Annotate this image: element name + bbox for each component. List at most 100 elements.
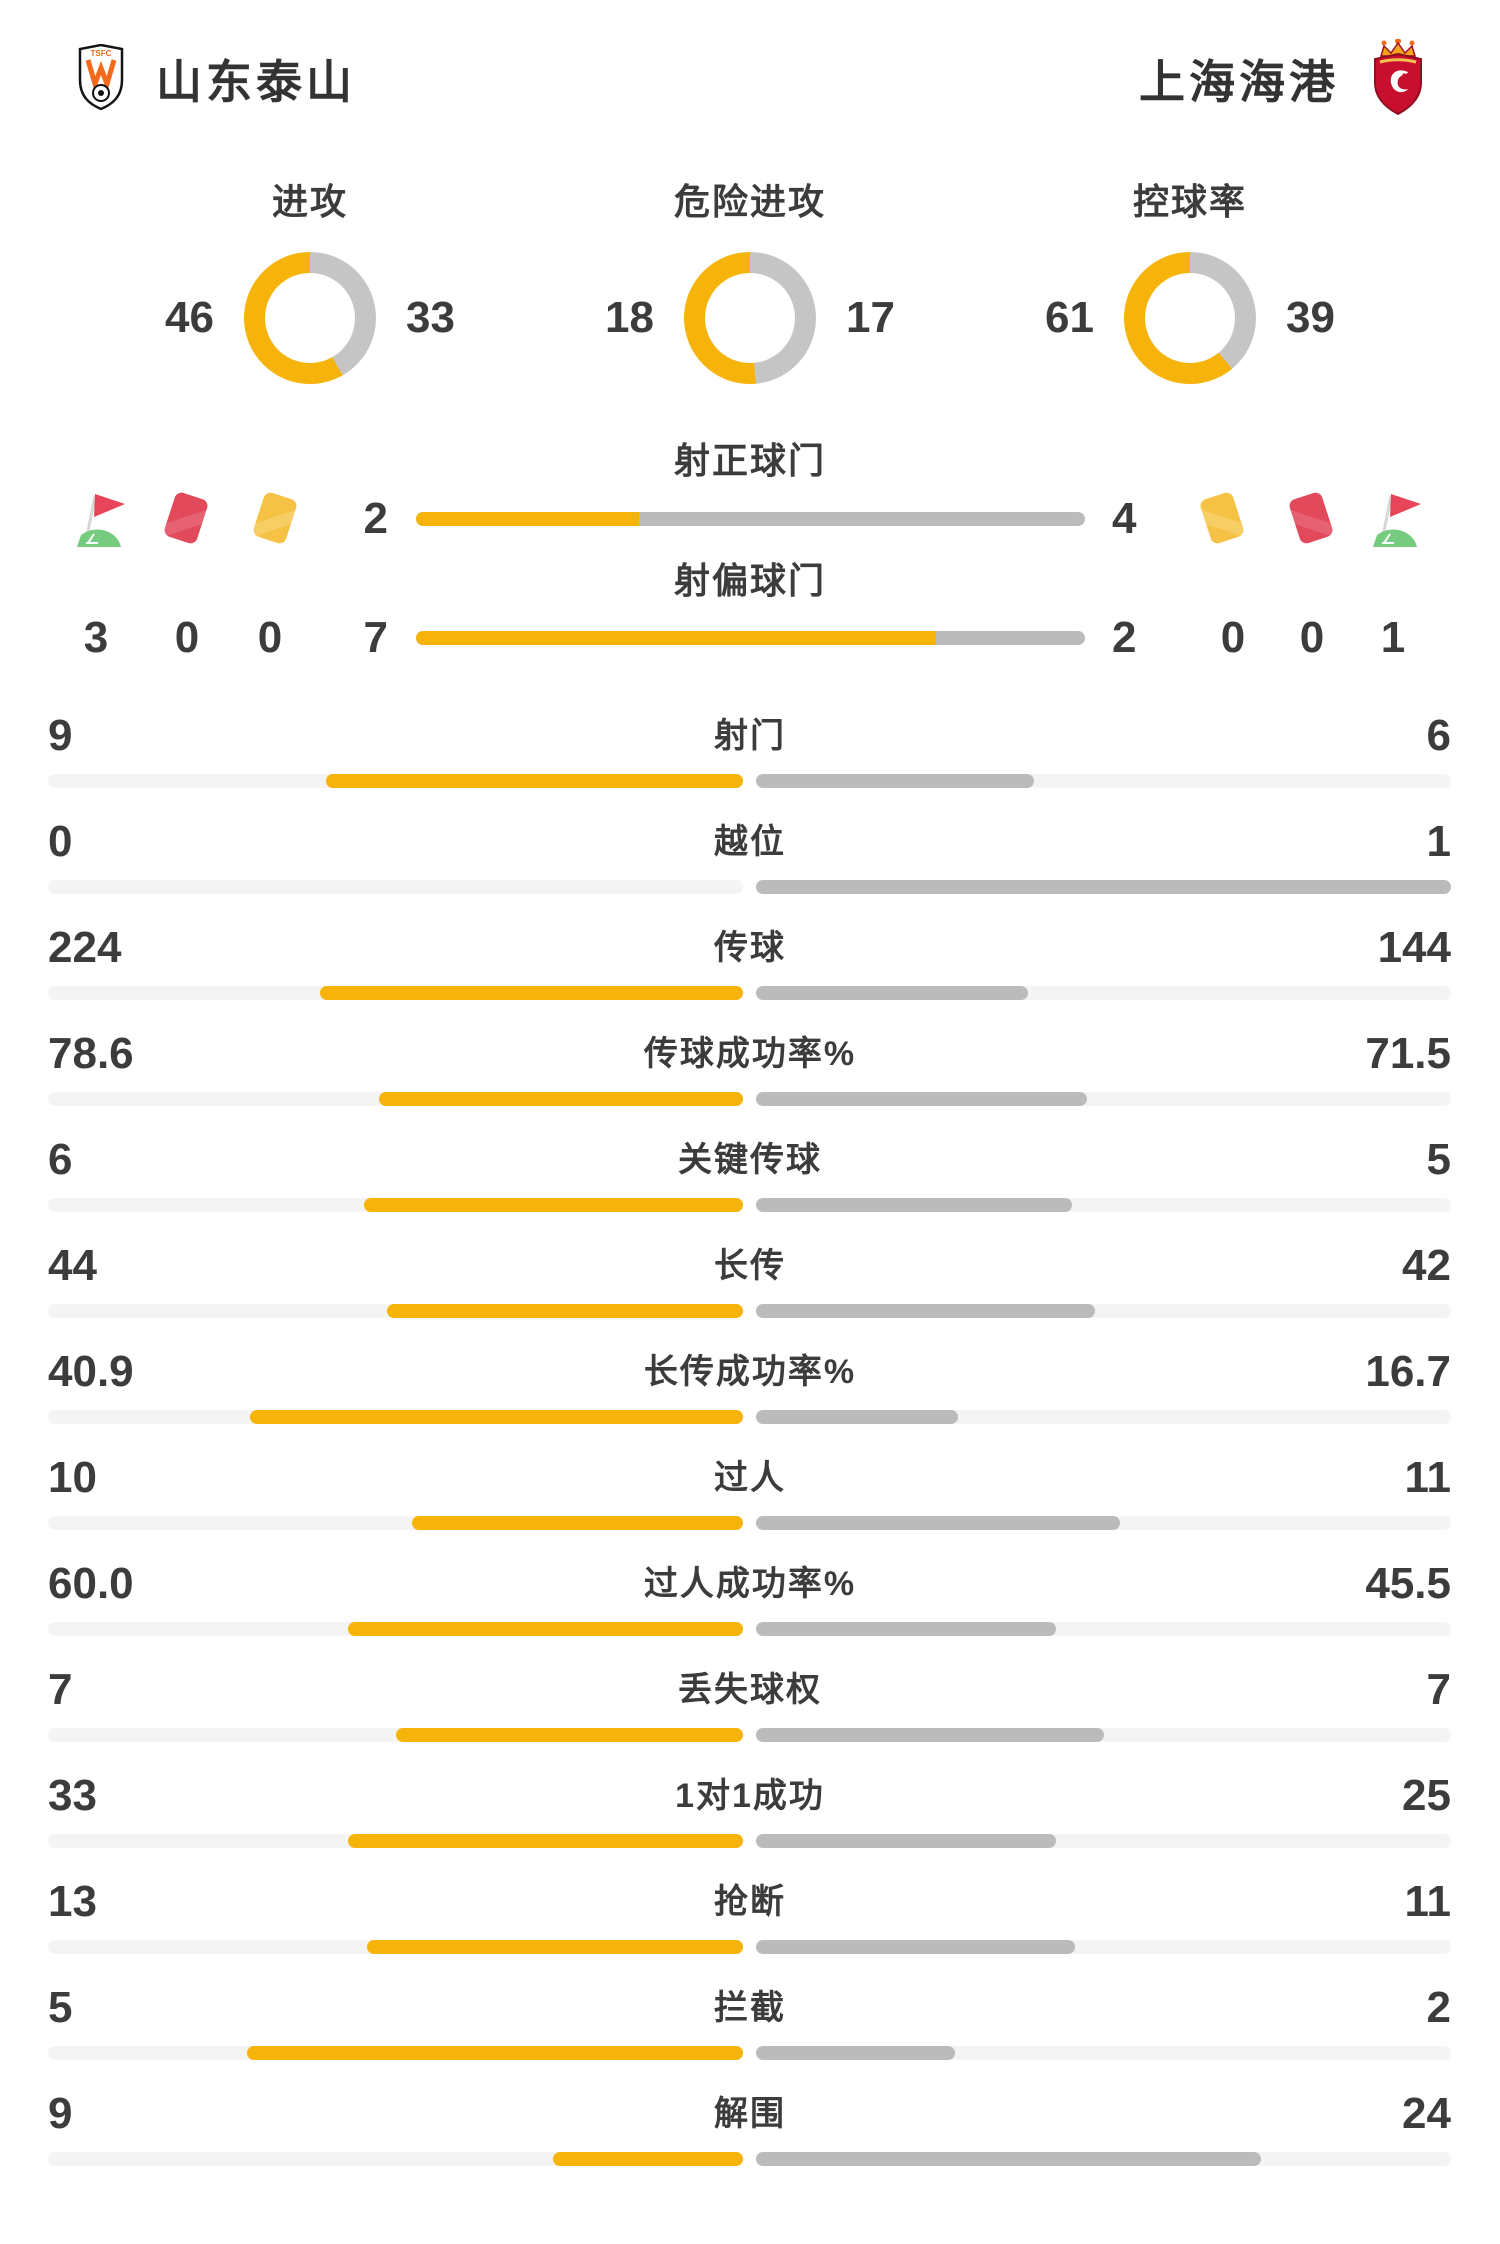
stat-away-value: 16.7 bbox=[1365, 1347, 1451, 1396]
stat-home-value: 78.6 bbox=[48, 1029, 134, 1078]
stat-bars bbox=[48, 2152, 1452, 2166]
stat-away-bar bbox=[756, 880, 1451, 894]
donut-away-value: 39 bbox=[1286, 293, 1335, 342]
stat-home-value: 7 bbox=[48, 1665, 73, 1714]
stat-home-bar bbox=[48, 1834, 743, 1848]
stat-bars bbox=[48, 880, 1452, 894]
home-red-card-icon bbox=[161, 487, 210, 554]
stat-row: 33 1对1成功 25 bbox=[0, 1764, 1500, 1870]
bar-fill bbox=[756, 1622, 1056, 1636]
donut-group-attack: 进攻 46 33 bbox=[90, 180, 530, 390]
stat-away-value: 2 bbox=[1426, 1983, 1451, 2032]
stat-row: 5 拦截 2 bbox=[0, 1976, 1500, 2082]
stat-away-bar bbox=[756, 2046, 1451, 2060]
stat-text: 0 越位 1 bbox=[0, 810, 1500, 874]
stat-home-value: 13 bbox=[48, 1877, 97, 1926]
stat-label: 解围 bbox=[714, 2095, 786, 2133]
home-red-count: 0 bbox=[174, 613, 200, 662]
donut-away-value: 17 bbox=[846, 293, 895, 342]
stat-away-value: 11 bbox=[1404, 1453, 1451, 1502]
away-team-header: 上海海港 bbox=[1139, 37, 1425, 115]
bar-fill bbox=[756, 2152, 1262, 2166]
svg-text:TSFC: TSFC bbox=[91, 49, 112, 58]
stat-home-bar bbox=[48, 1728, 743, 1742]
stat-row: 6 关键传球 5 bbox=[0, 1128, 1500, 1234]
stat-away-bar bbox=[756, 1728, 1451, 1742]
stat-away-bar bbox=[756, 1834, 1451, 1848]
stat-home-value: 40.9 bbox=[48, 1347, 134, 1396]
stat-row: 10 过人 11 bbox=[0, 1446, 1500, 1552]
stat-text: 7 丢失球权 7 bbox=[0, 1658, 1500, 1722]
bar-fill bbox=[412, 1516, 743, 1530]
shots-on-target-away-value: 4 bbox=[1112, 494, 1137, 543]
shots-discipline-section: 射正球门 射偏球门 bbox=[0, 430, 1500, 670]
bar-fill bbox=[756, 1728, 1104, 1742]
home-team-header: TSFC 山东泰山 bbox=[78, 43, 356, 115]
away-team-crest-icon bbox=[1371, 37, 1425, 120]
stat-row: 9 解围 24 bbox=[0, 2082, 1500, 2188]
stat-row: 9 射门 6 bbox=[0, 704, 1500, 810]
donut-label: 控球率 bbox=[1132, 181, 1247, 222]
bar-fill bbox=[366, 1940, 743, 1954]
away-red-count: 0 bbox=[1299, 613, 1325, 662]
stat-home-value: 60.0 bbox=[48, 1559, 134, 1608]
stat-text: 5 拦截 2 bbox=[0, 1976, 1500, 2040]
stat-home-bar bbox=[48, 774, 743, 788]
stat-bars bbox=[48, 2046, 1452, 2060]
stat-label: 抢断 bbox=[714, 1883, 786, 1921]
stat-home-value: 0 bbox=[48, 817, 73, 866]
stat-away-value: 5 bbox=[1426, 1135, 1451, 1184]
stat-away-bar bbox=[756, 1304, 1451, 1318]
away-corner-flag-icon bbox=[1368, 490, 1426, 553]
stat-label: 传球 bbox=[714, 929, 786, 967]
stat-home-value: 6 bbox=[48, 1135, 73, 1184]
stat-away-bar bbox=[756, 986, 1451, 1000]
donut-chart bbox=[684, 252, 816, 384]
stat-label: 长传 bbox=[714, 1247, 786, 1285]
shots-off-target-home-value: 7 bbox=[363, 613, 388, 662]
donut-home-value: 61 bbox=[1045, 293, 1094, 342]
home-corners-count: 3 bbox=[83, 613, 109, 662]
bar-fill bbox=[246, 2046, 743, 2060]
stat-row: 78.6 传球成功率% 71.5 bbox=[0, 1022, 1500, 1128]
stat-row: 60.0 过人成功率% 45.5 bbox=[0, 1552, 1500, 1658]
stat-away-bar bbox=[756, 1516, 1451, 1530]
bar-fill bbox=[387, 1304, 743, 1318]
stat-home-bar bbox=[48, 1622, 743, 1636]
stat-away-bar bbox=[756, 1092, 1451, 1106]
home-team-crest-icon: TSFC bbox=[78, 43, 124, 115]
bar-fill bbox=[756, 1940, 1075, 1954]
stat-text: 40.9 长传成功率% 16.7 bbox=[0, 1340, 1500, 1404]
stat-home-value: 224 bbox=[48, 923, 122, 972]
bar-fill bbox=[756, 1410, 958, 1424]
stat-label: 丢失球权 bbox=[678, 1671, 822, 1709]
stat-text: 33 1对1成功 25 bbox=[0, 1764, 1500, 1828]
stat-bars bbox=[48, 1092, 1452, 1106]
stat-away-value: 71.5 bbox=[1365, 1029, 1451, 1078]
away-corners-count: 1 bbox=[1380, 613, 1406, 662]
bar-fill bbox=[347, 1622, 743, 1636]
stat-label: 拦截 bbox=[714, 1989, 786, 2027]
bar-fill bbox=[416, 631, 937, 645]
stat-home-bar bbox=[48, 880, 743, 894]
stat-away-value: 42 bbox=[1402, 1241, 1451, 1290]
bar-fill bbox=[395, 1728, 743, 1742]
stat-row: 7 丢失球权 7 bbox=[0, 1658, 1500, 1764]
stat-row: 40.9 长传成功率% 16.7 bbox=[0, 1340, 1500, 1446]
stat-home-bar bbox=[48, 986, 743, 1000]
stat-label: 射门 bbox=[714, 717, 786, 755]
stat-away-bar bbox=[756, 2152, 1451, 2166]
stat-label: 越位 bbox=[714, 823, 786, 861]
away-team-name: 上海海港 bbox=[1139, 56, 1339, 108]
stat-label: 关键传球 bbox=[678, 1141, 822, 1179]
stat-away-value: 6 bbox=[1426, 711, 1451, 760]
stat-bars bbox=[48, 1198, 1452, 1212]
stat-label: 1对1成功 bbox=[675, 1777, 825, 1815]
stat-bars bbox=[48, 986, 1452, 1000]
bar-fill bbox=[756, 1834, 1056, 1848]
stat-away-value: 11 bbox=[1404, 1877, 1451, 1926]
donut-hole bbox=[705, 273, 795, 363]
stat-bars bbox=[48, 1728, 1452, 1742]
bar-fill bbox=[756, 1304, 1096, 1318]
stat-text: 60.0 过人成功率% 45.5 bbox=[0, 1552, 1500, 1616]
